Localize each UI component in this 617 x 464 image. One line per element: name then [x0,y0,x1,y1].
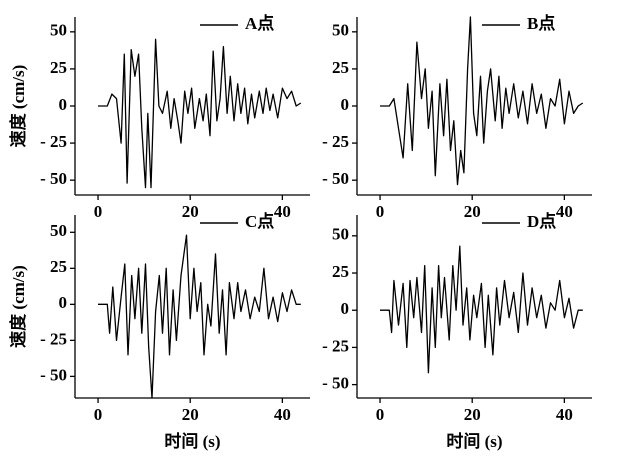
y-tick-label: - 50 [322,169,349,188]
y-tick-label: - 25 [40,132,67,151]
x-tick-label: 0 [94,405,103,424]
y-tick-label: 50 [50,221,67,240]
x-tick-label: 20 [464,405,481,424]
x-tick-label: 20 [182,405,199,424]
x-tick-label: 40 [556,202,573,221]
x-tick-label: 40 [274,405,291,424]
y-tick-label: 50 [332,225,349,244]
series-line [98,234,301,399]
y-tick-label: 25 [50,257,67,276]
y-axis-label: 速度 (cm/s) [8,65,28,148]
series-line [98,38,302,189]
y-tick-label: - 25 [322,336,349,355]
y-tick-label: 0 [59,95,68,114]
y-tick-label: - 25 [40,329,67,348]
x-tick-label: 20 [464,202,481,221]
x-tick-label: 0 [376,202,385,221]
series-line [380,245,583,374]
y-tick-label: 0 [341,299,350,318]
y-tick-label: 25 [332,262,349,281]
x-tick-label: 40 [274,202,291,221]
legend-label: D点 [527,211,556,231]
legend-label: B点 [527,13,555,33]
y-tick-label: 0 [341,95,350,114]
x-tick-label: 0 [376,405,385,424]
series-line [380,16,584,186]
y-tick-label: 0 [59,293,68,312]
x-axis-label: 时间 (s) [164,431,220,451]
x-tick-label: 20 [182,202,199,221]
y-tick-label: 25 [332,58,349,77]
y-tick-label: - 50 [322,374,349,393]
panel: 50 25 0 - 25 - 50 0 20 40 时间 (s) D点 [322,211,592,451]
panel: 50 25 0 - 25 - 50 0 20 40 速度 (cm/s) 时间 (s) C点 [8,211,310,451]
y-tick-label: - 50 [40,365,67,384]
y-tick-label: - 25 [322,132,349,151]
legend-label: C点 [245,211,274,231]
y-tick-label: 25 [50,58,67,77]
y-tick-label: 50 [332,21,349,40]
x-tick-label: 0 [94,202,103,221]
legend-label: A点 [245,13,274,33]
panel: 50 25 0 - 25 - 50 0 20 40 速度 (cm/s) A点 [8,13,310,221]
x-tick-label: 40 [556,405,573,424]
x-axis-label: 时间 (s) [446,431,502,451]
panel: 50 25 0 - 25 - 50 0 20 40 B点 [322,13,592,221]
y-tick-label: 50 [50,21,67,40]
y-axis-label: 速度 (cm/s) [8,265,28,348]
y-tick-label: - 50 [40,169,67,188]
